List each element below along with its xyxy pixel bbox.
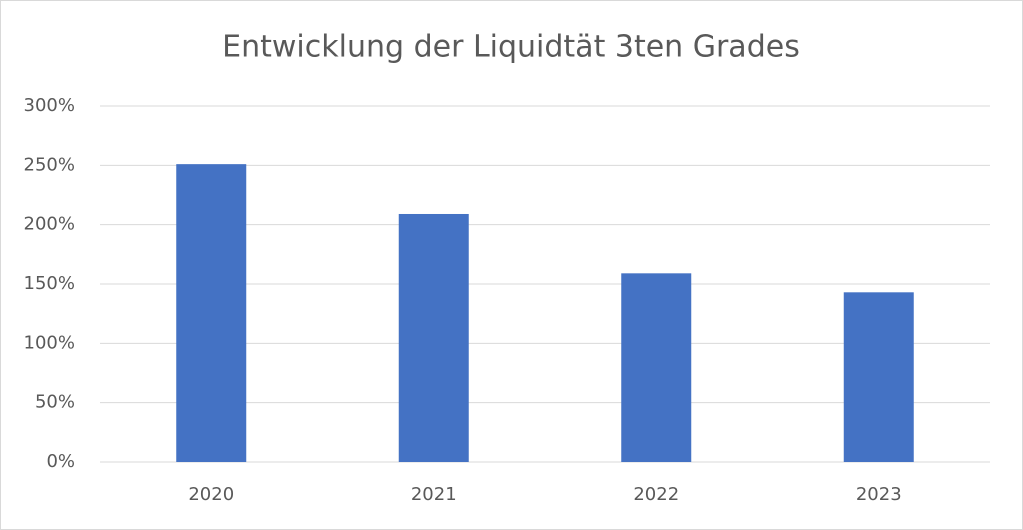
x-tick-label: 2020: [188, 484, 234, 505]
y-tick-label: 200%: [24, 214, 75, 235]
y-tick-label: 50%: [35, 392, 75, 413]
x-tick-label: 2021: [411, 484, 457, 505]
y-tick-label: 100%: [24, 332, 75, 353]
y-tick-label: 150%: [24, 273, 75, 294]
bar: [398, 213, 469, 462]
bar: [176, 164, 247, 462]
bar: [621, 273, 692, 462]
y-tick-label: 250%: [24, 154, 75, 175]
x-tick-label: 2023: [856, 484, 902, 505]
bar: [843, 292, 914, 462]
y-tick-label: 0%: [46, 451, 75, 472]
chart-title: Entwicklung der Liquidtät 3ten Grades: [222, 30, 800, 65]
x-tick-label: 2022: [633, 484, 679, 505]
y-tick-label: 300%: [24, 95, 75, 116]
